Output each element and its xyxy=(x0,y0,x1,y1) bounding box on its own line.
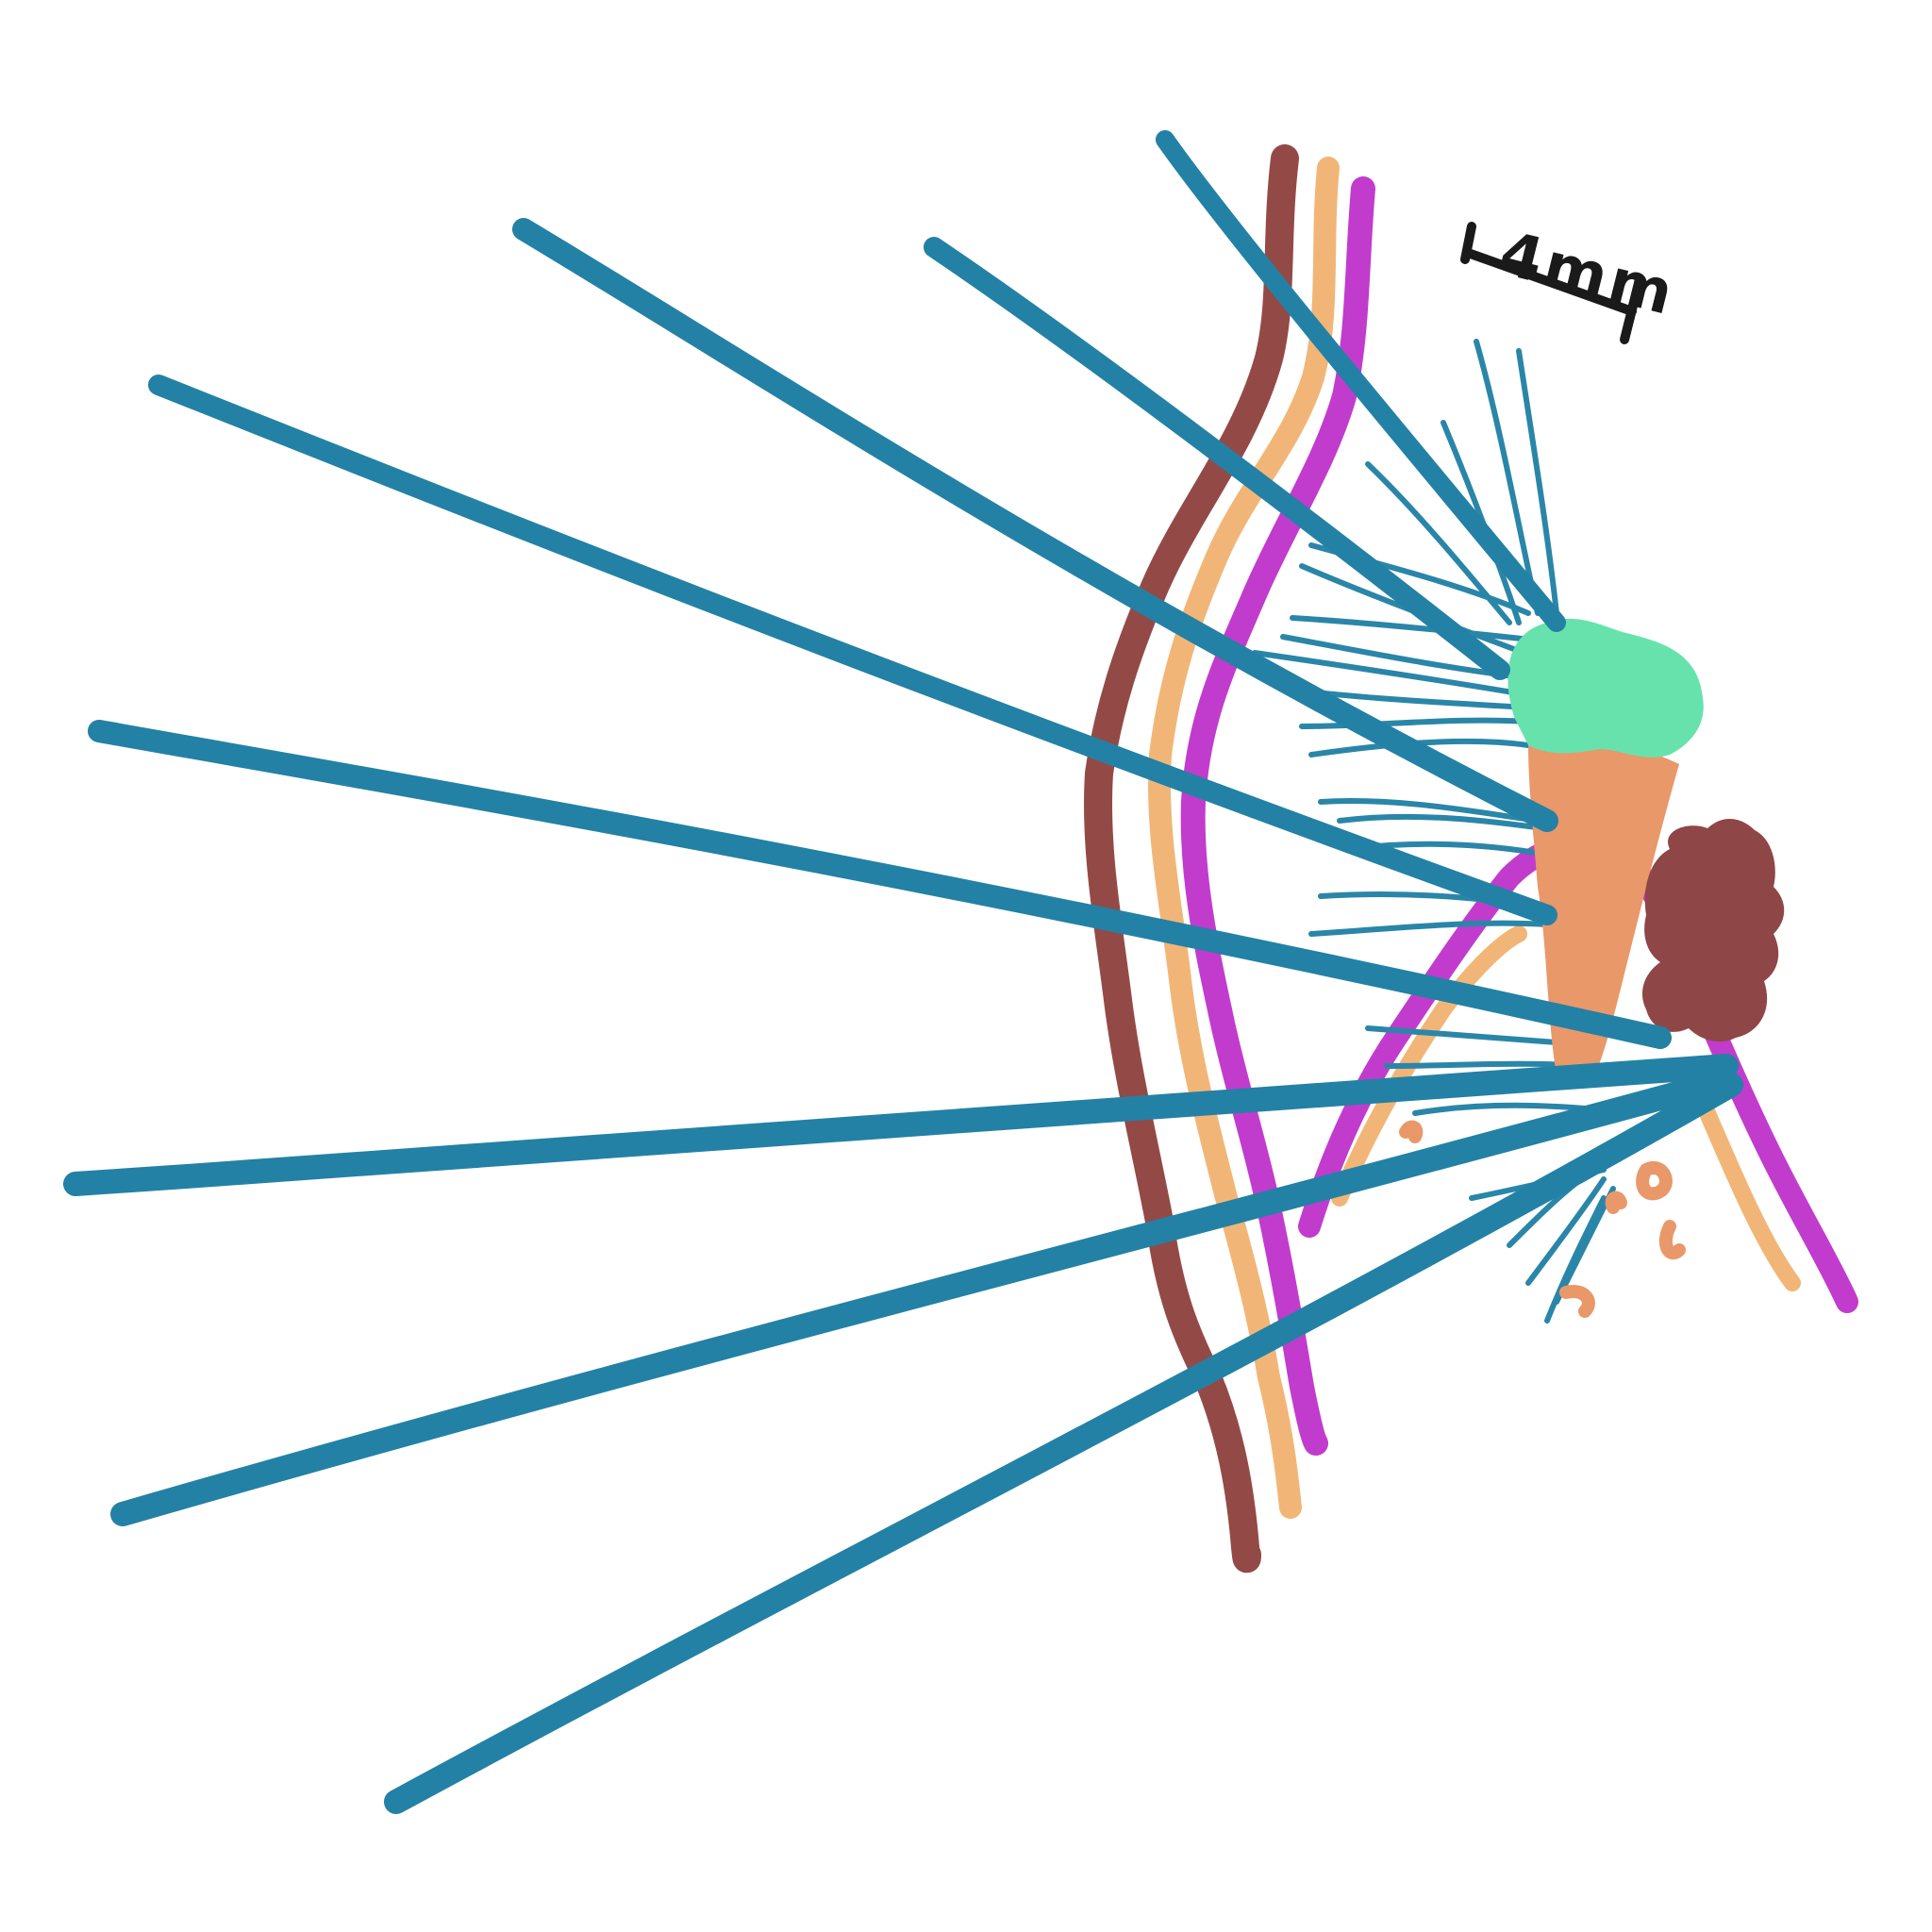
band-brown xyxy=(1084,144,1299,1574)
ray xyxy=(110,1068,1739,1526)
fine-stroke xyxy=(1299,717,1531,729)
cone-tip xyxy=(1547,877,1623,1085)
drip xyxy=(1658,1220,1686,1260)
scale-bar-tick-right xyxy=(1620,275,1644,344)
drip xyxy=(1636,1161,1673,1201)
green-scoop xyxy=(1507,618,1704,758)
ray xyxy=(1156,130,1566,632)
ice-cream-cone-icon xyxy=(1399,618,1785,1318)
ray xyxy=(148,375,1557,925)
ray xyxy=(63,1054,1739,1196)
band-tan xyxy=(1148,157,1340,1519)
fine-stroke xyxy=(1525,1176,1607,1286)
scale-bar xyxy=(1460,222,1644,344)
scale-bar-tick-left xyxy=(1460,222,1476,264)
band-magenta-left xyxy=(1180,176,1375,1456)
ray xyxy=(384,1073,1743,1814)
fine-stroke xyxy=(1412,1102,1588,1116)
fine-stroke xyxy=(1337,813,1559,833)
ray xyxy=(88,720,1672,1049)
drip xyxy=(1559,1285,1595,1318)
fine-stroke xyxy=(1516,348,1559,616)
scale-bar-line xyxy=(1463,248,1637,316)
ray xyxy=(924,237,1510,680)
fine-stroke xyxy=(1308,920,1550,937)
fine-stroke xyxy=(1290,615,1550,644)
fine-stroke xyxy=(1544,1195,1607,1324)
fine-stroke xyxy=(1318,798,1541,824)
drip xyxy=(1399,1120,1424,1143)
background-bands xyxy=(1084,144,1858,1574)
cone-drips xyxy=(1399,1120,1686,1318)
brown-scoop xyxy=(1641,819,1785,1042)
ray xyxy=(512,218,1558,832)
fine-stroke xyxy=(1252,650,1522,696)
drip xyxy=(1605,1191,1627,1214)
fine-stroke xyxy=(1365,1025,1559,1045)
main-rays xyxy=(63,130,1743,1814)
band-tan-right xyxy=(1331,925,1801,1291)
